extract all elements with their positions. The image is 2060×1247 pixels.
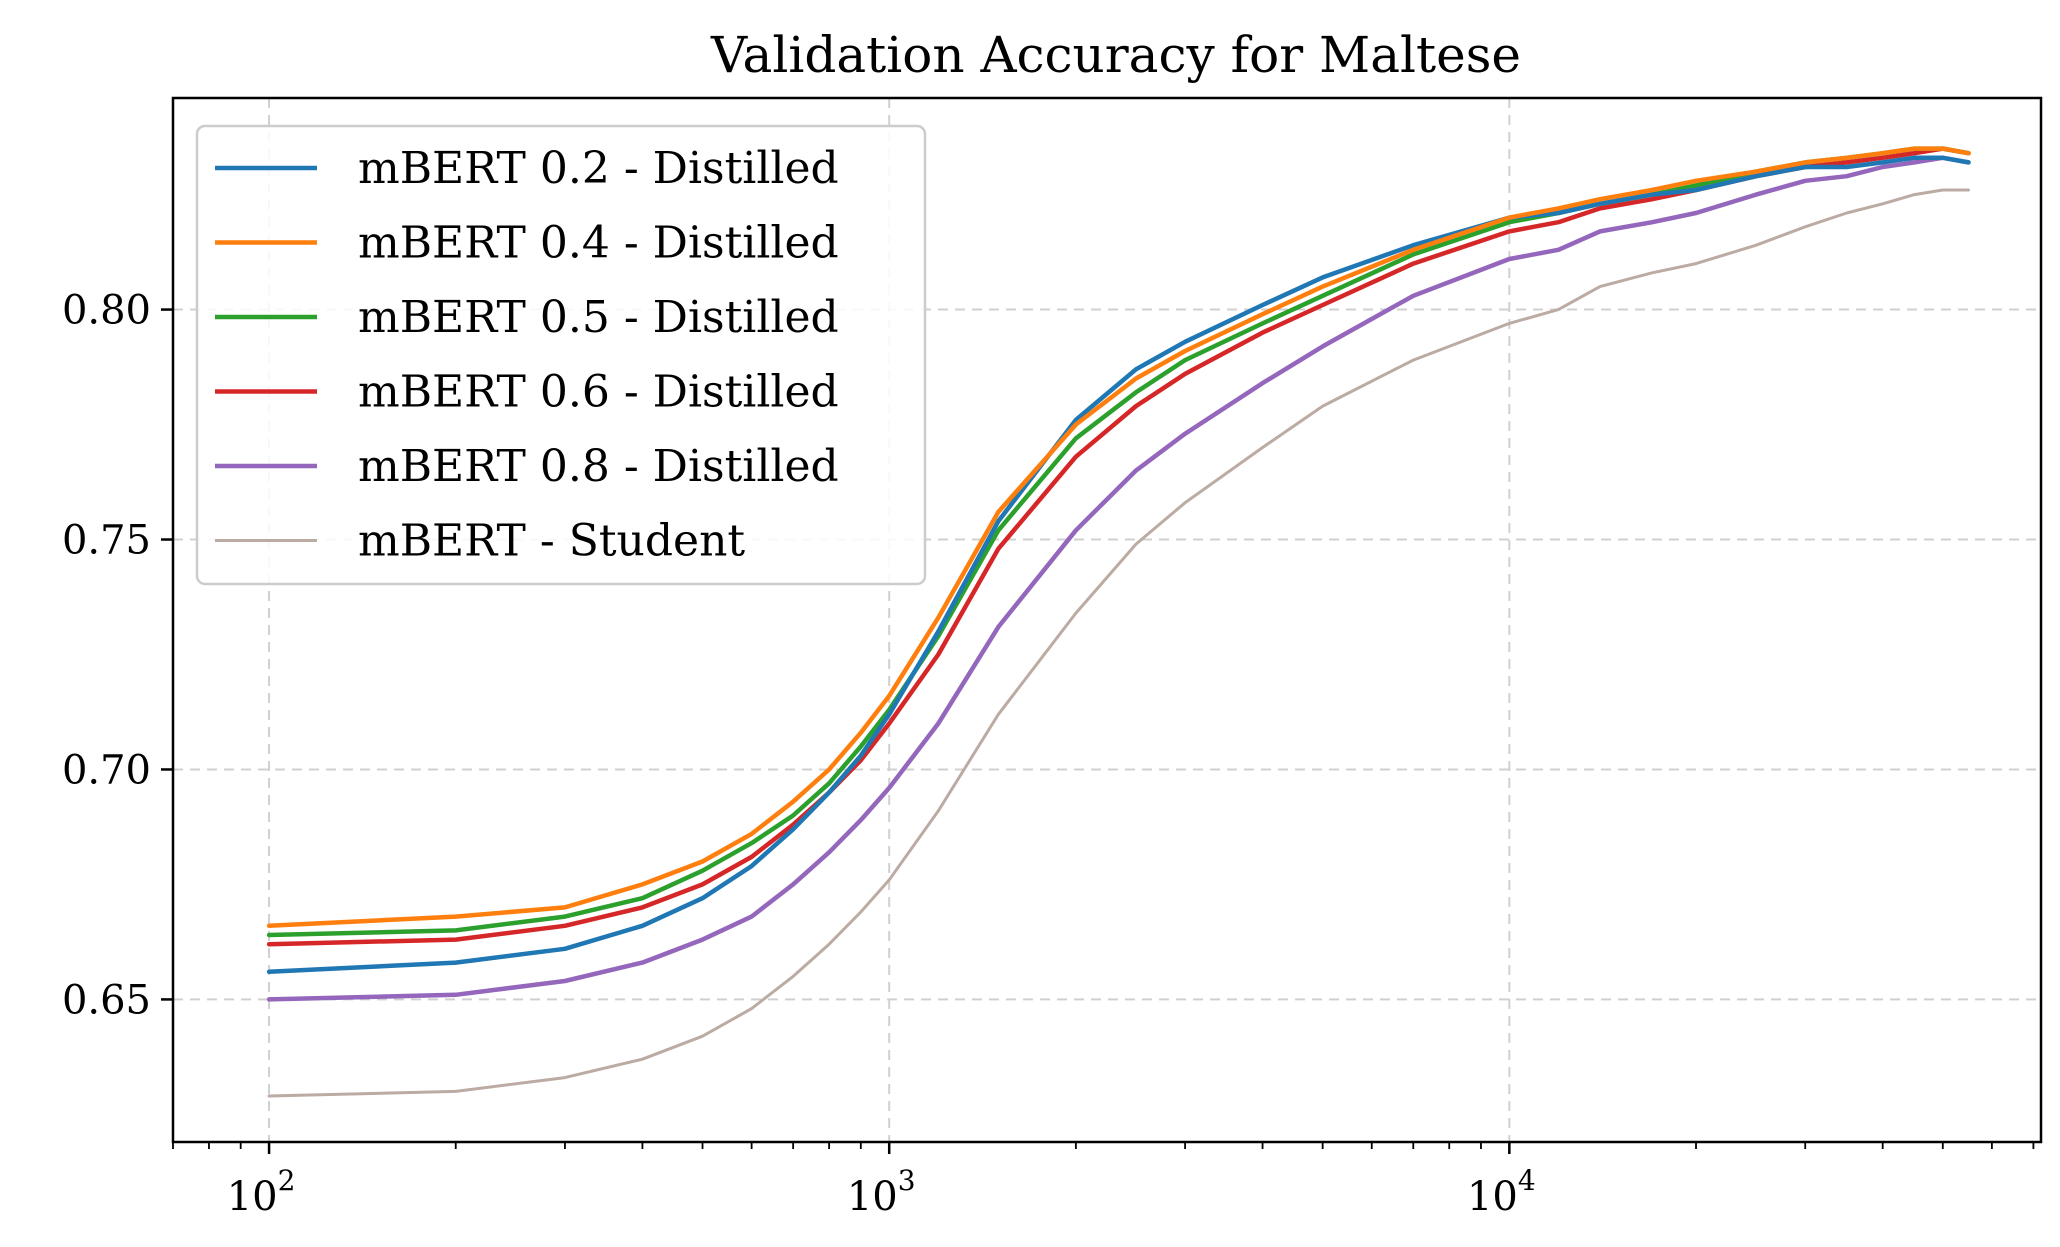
legend-box <box>195 124 927 586</box>
legend-label: mBERT 0.6 - Distilled <box>358 367 839 418</box>
x-tick-label: 104 <box>1467 1164 1536 1220</box>
x-tick-exponent: 3 <box>898 1164 916 1197</box>
series-line <box>266 146 1971 929</box>
legend: mBERT 0.2 - Distilled mBERT 0.4 - Distill… <box>195 124 927 586</box>
legend-label: mBERT 0.8 - Distilled <box>358 441 839 492</box>
series-line <box>266 155 1971 1002</box>
x-tick-label: 102 <box>227 1164 296 1220</box>
y-tick-label: 0.65 <box>62 977 151 1023</box>
x-tick-exponent: 2 <box>278 1164 296 1197</box>
legend-label: mBERT 0.2 - Distilled <box>358 143 839 194</box>
series-lines <box>266 146 1971 1098</box>
legend-label: mBERT - Student <box>358 516 745 567</box>
y-tick-label: 0.80 <box>62 288 151 334</box>
x-tick-label: 103 <box>847 1164 916 1220</box>
series-line <box>267 188 1970 1098</box>
legend-label: mBERT 0.4 - Distilled <box>358 218 839 269</box>
y-tick-label: 0.70 <box>62 747 151 793</box>
legend-label: mBERT 0.5 - Distilled <box>358 292 839 343</box>
plot-frame <box>171 96 2043 1144</box>
axis-ticks: 102 103 104 0.65 0.70 0.75 0.80 <box>62 288 2035 1220</box>
chart-title: Validation Accuracy for Maltese <box>710 26 1521 84</box>
y-tick-label: 0.75 <box>62 518 151 564</box>
x-tick-exponent: 4 <box>1518 1164 1536 1197</box>
series-line <box>266 155 1971 975</box>
